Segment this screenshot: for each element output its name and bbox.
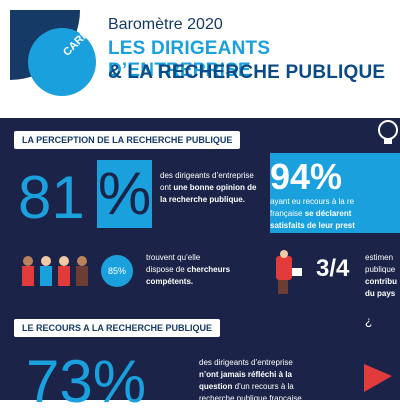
stat-81-text: des dirigeants d’entreprise ont une bonn… [160, 171, 257, 204]
decorative-shape [364, 364, 392, 392]
stat-73-text: des dirigeants d’entreprise n’ont jamais… [199, 358, 302, 403]
title-line-1: LES DIRIGEANTS D’ENTREPRISE [108, 38, 271, 81]
question-icon: ¿ [365, 314, 373, 328]
stat-34-text: estimen publique contribu du pays [365, 253, 397, 298]
stat-81-value: 81 [18, 164, 85, 231]
stat-73-value: 73% [26, 348, 147, 415]
carnot-logo: CARNOT [10, 10, 98, 98]
stat-34-value: 3/4 [316, 255, 350, 282]
section-perception-label: LA PERCEPTION DE LA RECHERCHE PUBLIQUE [14, 131, 241, 149]
people-illustration [22, 256, 88, 286]
stat-85-text: trouvent qu’elle dispose de chercheurs c… [146, 253, 231, 286]
stat-85-circle: 85% [101, 255, 133, 287]
section-recours-label: LE RECOURS A LA RECHERCHE PUBLIQUE [14, 319, 221, 337]
title-line-2: & LA RECHERCHE PUBLIQUE [108, 62, 386, 83]
stat-81-percent-box: % [97, 160, 152, 228]
stat-94-panel [270, 153, 400, 233]
lightbulb-icon [378, 120, 398, 144]
researcher-illustration [276, 250, 302, 294]
stat-94-text: ayant eu recours à la re française se dé… [270, 197, 355, 230]
barometer-year: Baromètre 2020 [108, 16, 223, 33]
stat-94-value: 94% [270, 156, 343, 197]
